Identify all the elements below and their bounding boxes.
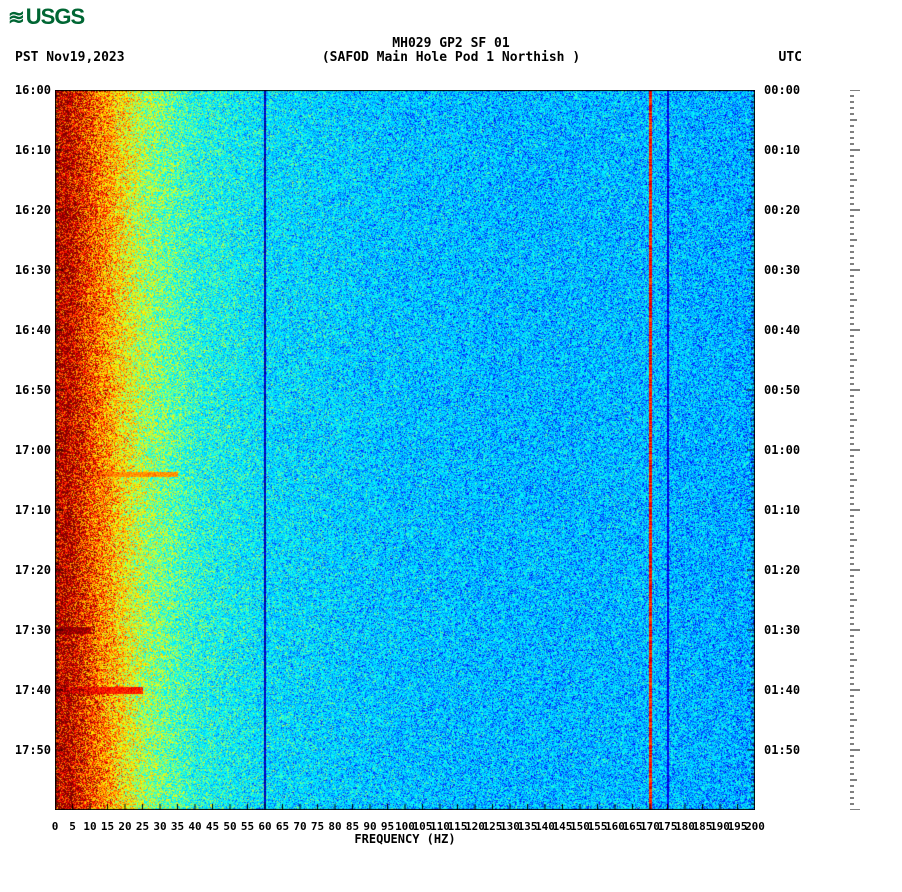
y-left-tick: 16:30 [15,263,51,277]
y-right-tick: 01:10 [764,503,800,517]
y-axis-right-utc: 00:0000:1000:2000:3000:4000:5001:0001:10… [760,90,840,810]
y-left-tick: 16:10 [15,143,51,157]
y-left-tick: 17:30 [15,623,51,637]
y-left-tick: 17:10 [15,503,51,517]
y-right-tick: 00:30 [764,263,800,277]
y-right-tick: 00:40 [764,323,800,337]
header-utc-label: UTC [779,50,802,65]
y-right-tick: 00:00 [764,83,800,97]
y-right-tick: 00:20 [764,203,800,217]
y-left-tick: 16:20 [15,203,51,217]
y-right-tick: 01:00 [764,443,800,457]
y-left-tick: 16:40 [15,323,51,337]
y-left-tick: 16:00 [15,83,51,97]
y-left-tick: 17:40 [15,683,51,697]
y-right-tick: 01:30 [764,623,800,637]
right-tick-strip [850,90,862,810]
x-axis-label: FREQUENCY (HZ) [55,832,755,846]
y-left-tick: 17:50 [15,743,51,757]
y-axis-left-pst: 16:0016:1016:2016:3016:4016:5017:0017:10… [0,90,55,810]
y-left-tick: 17:20 [15,563,51,577]
y-right-tick: 01:40 [764,683,800,697]
plot-title: MH029 GP2 SF 01 [0,36,902,51]
y-right-tick: 00:50 [764,383,800,397]
y-right-tick: 01:20 [764,563,800,577]
y-right-tick: 00:10 [764,143,800,157]
y-right-tick: 01:50 [764,743,800,757]
spectrogram-plot [55,90,755,810]
plot-subtitle: (SAFOD Main Hole Pod 1 Northish ) [0,50,902,65]
y-left-tick: 16:50 [15,383,51,397]
y-left-tick: 17:00 [15,443,51,457]
spectrogram-canvas [55,90,755,810]
usgs-logo: USGS [8,4,84,30]
